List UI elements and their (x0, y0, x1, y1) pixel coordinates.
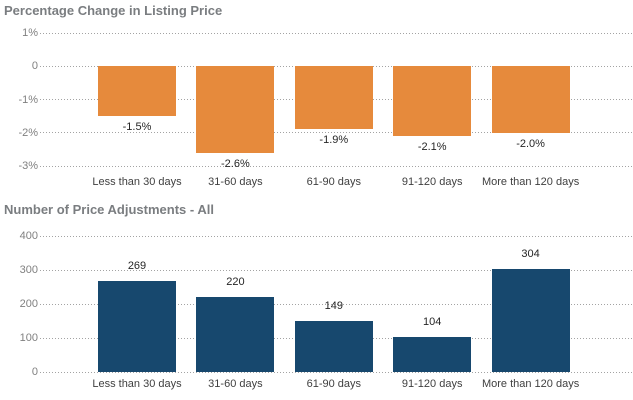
bar-more-than-120-days[interactable] (492, 268, 570, 372)
gridline (40, 32, 633, 34)
y-axis-tick-label: -2% (18, 126, 38, 139)
bar-91-120-days[interactable] (393, 66, 471, 137)
bar-less-than-30-days[interactable] (98, 280, 176, 372)
bar-31-60-days[interactable] (196, 66, 274, 153)
gridline (40, 269, 633, 271)
y-axis-tick-label: -3% (18, 160, 38, 172)
y-axis-tick-label: 0 (31, 60, 38, 73)
bar-91-120-days[interactable] (393, 336, 471, 372)
bar-value-label: 269 (127, 259, 147, 272)
y-axis-tick-label: 400 (19, 230, 38, 242)
chart-title-number-adjustments: Number of Price Adjustments - All (4, 202, 214, 217)
x-axis-category-label: 91-120 days (401, 378, 463, 390)
bar-value-label: -2.1% (417, 141, 447, 154)
gridline (40, 65, 633, 68)
x-axis-category-label: More than 120 days (481, 378, 580, 390)
gridline (40, 165, 633, 167)
gridline (40, 235, 633, 237)
bar-61-90-days[interactable] (295, 66, 373, 130)
bar-value-label: 220 (226, 276, 245, 289)
bar-61-90-days[interactable] (295, 321, 373, 372)
gridline (40, 131, 633, 134)
y-axis-tick-label: 300 (19, 264, 38, 276)
y-axis-tick-label: 0 (31, 366, 38, 378)
y-axis-tick-label: -1% (18, 93, 38, 106)
gridline (40, 303, 633, 305)
x-axis-category-label: 31-60 days (208, 176, 263, 188)
bar-value-label: 304 (521, 247, 540, 260)
bar-more-than-120-days[interactable] (492, 66, 570, 133)
bar-value-label: -1.9% (319, 134, 349, 147)
x-axis-category-label: 61-90 days (306, 378, 362, 390)
chart-title-percentage-change: Percentage Change in Listing Price (4, 3, 223, 18)
x-axis-category-label: More than 120 days (481, 176, 580, 188)
x-axis-category-label: Less than 30 days (92, 378, 182, 390)
bar-value-label: -2.0% (516, 137, 545, 150)
bar-31-60-days[interactable] (196, 297, 274, 372)
x-axis-category-label: 91-120 days (401, 176, 463, 188)
bar-less-than-30-days[interactable] (98, 66, 176, 117)
x-axis-category-label: 61-90 days (306, 176, 362, 188)
bar-value-label: -2.6% (221, 157, 250, 170)
y-axis-tick-label: 200 (19, 298, 38, 310)
bar-value-label: 149 (324, 300, 343, 313)
bar-value-label: -1.5% (122, 121, 152, 134)
y-axis-tick-label: 100 (19, 332, 38, 344)
gridline (40, 371, 633, 373)
bar-value-label: 104 (423, 315, 442, 328)
y-axis-tick-label: 1% (22, 27, 38, 39)
x-axis-category-label: Less than 30 days (92, 176, 182, 188)
x-axis-category-label: 31-60 days (208, 378, 263, 390)
